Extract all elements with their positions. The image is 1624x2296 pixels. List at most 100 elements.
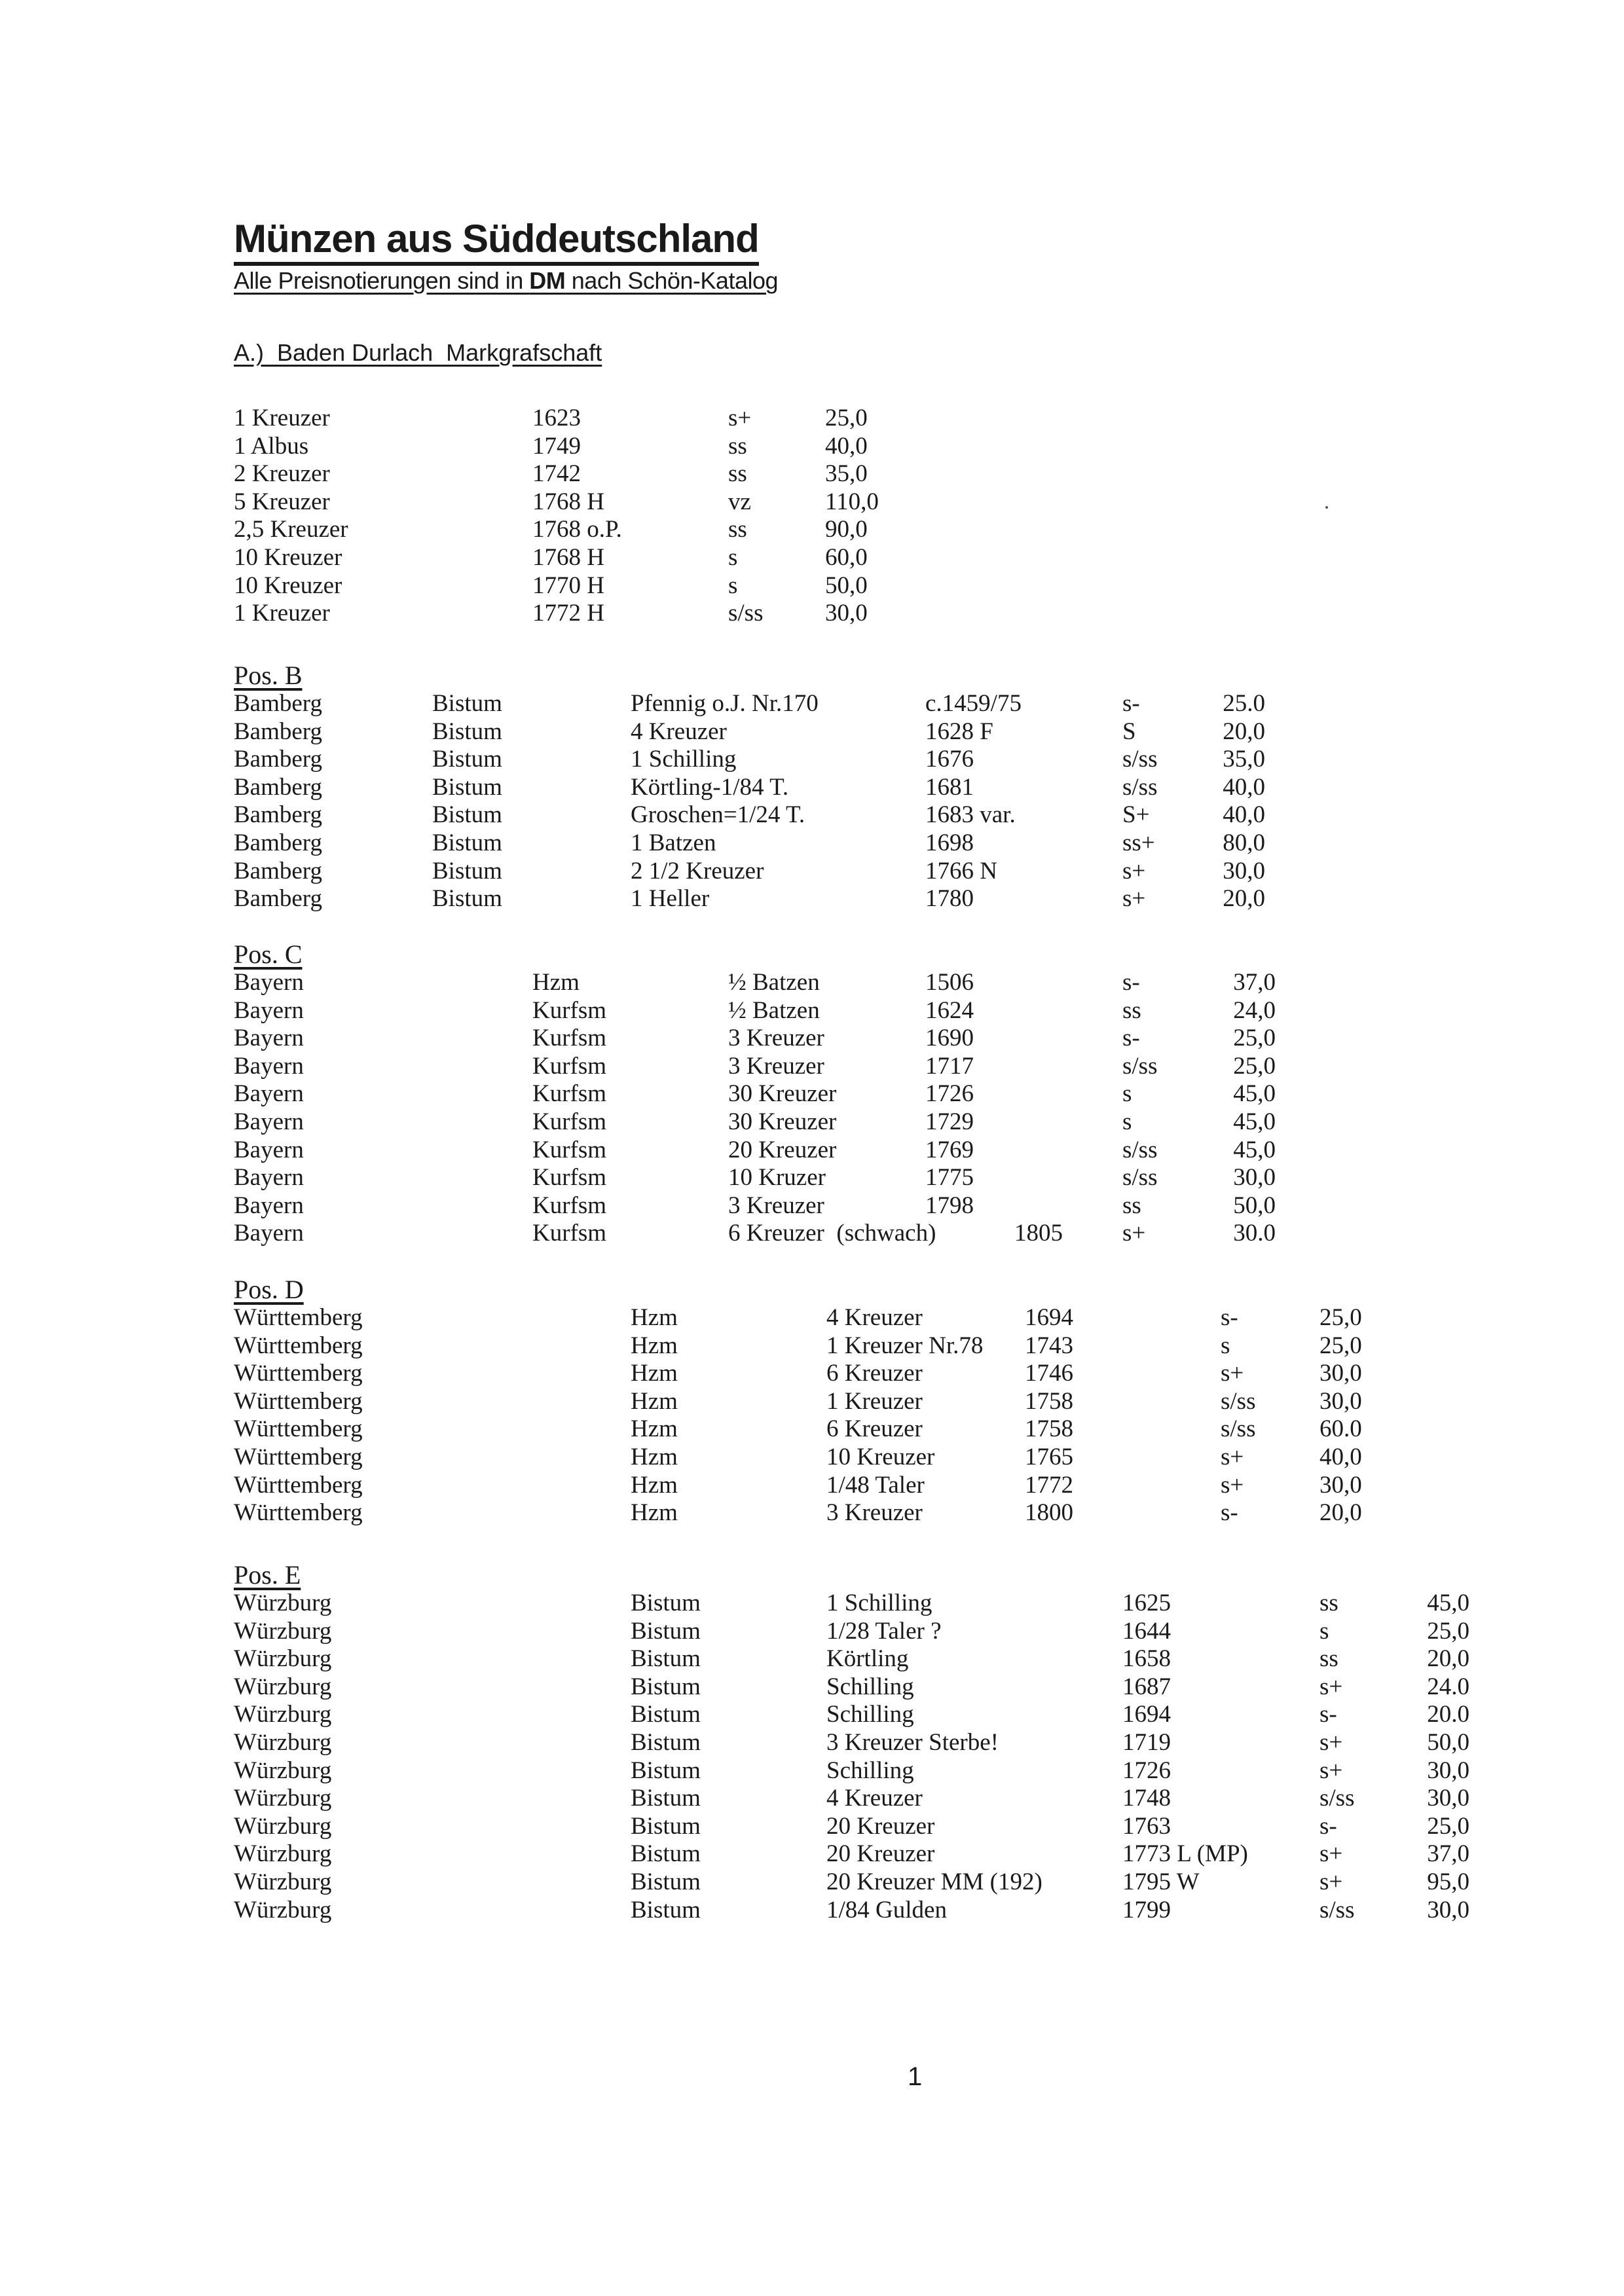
grade-cell: s xyxy=(728,544,738,571)
price-cell: 30,0 xyxy=(1427,1785,1469,1812)
price-cell: 95,0 xyxy=(1427,1868,1469,1895)
year-cell: 1763 xyxy=(1122,1812,1171,1840)
denomination-cell: 3 Kreuzer xyxy=(728,1025,824,1052)
grade-cell: S xyxy=(1122,718,1136,745)
table-row: Würzburg Bistum 1/28 Taler ? 1644 s 25,0 xyxy=(0,1618,1624,1645)
price-cell: 25,0 xyxy=(1233,1052,1276,1080)
denomination-cell: 3 Kreuzer xyxy=(826,1499,923,1527)
table-row: Bayern Kurfsm 20 Kreuzer 1769 s/ss 45,0 xyxy=(0,1137,1624,1164)
type-cell: Bistum xyxy=(432,690,502,717)
table-row: 2,5 Kreuzer 1768 o.P. ss 90,0 xyxy=(0,516,1624,543)
table-row: Württemberg Hzm 1 Kreuzer Nr.78 1743 s 25,0 xyxy=(0,1332,1624,1360)
grade-cell: s/ss xyxy=(1320,1785,1355,1812)
place-cell: Württemberg xyxy=(234,1415,363,1443)
grade-cell: s+ xyxy=(1221,1471,1244,1499)
place-cell: Bayern xyxy=(234,1025,304,1052)
year-cell: 1623 xyxy=(532,405,581,431)
denomination-cell: 30 Kreuzer xyxy=(728,1080,837,1108)
denomination-cell: 20 Kreuzer xyxy=(826,1840,935,1868)
place-cell: Württemberg xyxy=(234,1444,363,1470)
denomination-cell: 20 Kreuzer xyxy=(826,1812,935,1840)
place-cell: Württemberg xyxy=(234,1332,363,1359)
table-row: Würzburg Bistum Schilling 1687 s+ 24.0 xyxy=(0,1673,1624,1701)
price-cell: 20,0 xyxy=(1427,1645,1469,1673)
year-cell: 1780 xyxy=(925,885,974,913)
grade-cell: s xyxy=(1122,1108,1132,1135)
type-cell: Bistum xyxy=(631,1617,701,1645)
grade-cell: s xyxy=(1122,1080,1132,1108)
place-cell: Bayern xyxy=(234,996,304,1024)
denomination-cell: 2 Kreuzer xyxy=(234,460,330,488)
grade-cell: s/ss xyxy=(1122,773,1158,801)
price-cell: 20.0 xyxy=(1427,1701,1469,1728)
year-cell: 1768 H xyxy=(532,488,604,515)
place-cell: Bamberg xyxy=(234,829,322,856)
denomination-cell: 4 Kreuzer xyxy=(826,1304,923,1331)
place-cell: Bayern xyxy=(234,969,304,996)
page-title: Münzen aus Süddeutschland xyxy=(234,217,760,266)
table-row: Bayern Kurfsm ½ Batzen 1624 ss 24,0 xyxy=(0,997,1624,1025)
denomination-cell: 1 Kreuzer Nr.78 xyxy=(826,1332,984,1359)
year-cell: 1694 xyxy=(1122,1701,1171,1728)
grade-cell: ss xyxy=(728,516,747,543)
year-cell: 1644 xyxy=(1122,1617,1171,1645)
denomination-cell: 5 Kreuzer xyxy=(234,488,330,515)
grade-cell: ss xyxy=(1122,1192,1141,1219)
type-cell: Bistum xyxy=(631,1701,701,1728)
price-cell: 30,0 xyxy=(825,600,868,627)
place-cell: Bamberg xyxy=(234,746,322,773)
type-cell: Bistum xyxy=(631,1729,701,1756)
price-cell: 30,0 xyxy=(1427,1757,1469,1784)
price-cell: 25,0 xyxy=(825,405,868,431)
grade-cell: s- xyxy=(1320,1701,1337,1728)
grade-cell: s xyxy=(1320,1617,1329,1645)
table-row: Würzburg Bistum 20 Kreuzer MM (192) 1795 W s… xyxy=(0,1868,1624,1896)
denomination-cell: 1 Kreuzer xyxy=(826,1387,923,1415)
table-row: 1 Kreuzer 1623 s+ 25,0 xyxy=(0,405,1624,432)
type-cell: Bistum xyxy=(432,746,502,773)
year-cell: 1775 xyxy=(925,1164,974,1192)
denomination-cell: Körtling-1/84 T. xyxy=(631,773,789,801)
table-row: Bayern Kurfsm 30 Kreuzer 1726 s 45,0 xyxy=(0,1080,1624,1108)
denomination-cell: Pfennig o.J. Nr.170 xyxy=(631,690,819,717)
table-row: Würzburg Bistum 20 Kreuzer 1763 s- 25,0 xyxy=(0,1813,1624,1840)
denomination-cell: Schilling xyxy=(826,1701,914,1728)
denomination-cell: 6 Kreuzer xyxy=(826,1415,923,1443)
year-cell: 1773 L (MP) xyxy=(1122,1840,1248,1868)
grade-cell: s+ xyxy=(1320,1840,1343,1868)
table-row: Württemberg Hzm 4 Kreuzer 1694 s- 25,0 xyxy=(0,1304,1624,1332)
year-cell: 1694 xyxy=(1025,1304,1073,1331)
place-cell: Würzburg xyxy=(234,1729,332,1756)
table-row: Württemberg Hzm 3 Kreuzer 1800 s- 20,0 xyxy=(0,1499,1624,1527)
type-cell: Kurfsm xyxy=(532,1136,607,1163)
denomination-cell: 1 Batzen xyxy=(631,829,716,856)
grade-cell: s+ xyxy=(1122,857,1146,884)
type-cell: Kurfsm xyxy=(532,1080,607,1108)
year-cell: 1698 xyxy=(925,829,974,856)
place-cell: Württemberg xyxy=(234,1499,363,1527)
denomination-cell: 10 Kreuzer xyxy=(234,544,342,571)
grade-cell: s- xyxy=(1122,1025,1140,1052)
grade-cell: s+ xyxy=(1221,1360,1244,1387)
type-cell: Bistum xyxy=(631,1757,701,1784)
type-cell: Hzm xyxy=(631,1332,678,1359)
denomination-cell: 20 Kreuzer MM (192) xyxy=(826,1868,1043,1895)
place-cell: Bamberg xyxy=(234,690,322,717)
grade-cell: s xyxy=(1221,1332,1230,1359)
type-cell: Bistum xyxy=(432,801,502,829)
subtitle-currency: DM xyxy=(529,267,566,294)
scan-speck xyxy=(1325,506,1328,509)
denomination-cell: Groschen=1/24 T. xyxy=(631,801,805,829)
place-cell: Würzburg xyxy=(234,1701,332,1728)
denomination-cell: 10 Kreuzer xyxy=(234,572,342,599)
year-cell: 1770 H xyxy=(532,572,604,599)
table-row: 10 Kreuzer 1768 H s 60,0 xyxy=(0,544,1624,572)
type-cell: Kurfsm xyxy=(532,1052,607,1080)
table-row: Würzburg Bistum 1 Schilling 1625 ss 45,0 xyxy=(0,1590,1624,1617)
denomination-cell: ½ Batzen xyxy=(728,996,820,1024)
place-cell: Bamberg xyxy=(234,857,322,884)
grade-cell: s- xyxy=(1221,1304,1238,1331)
table-row: Würzburg Bistum Körtling 1658 ss 20,0 xyxy=(0,1645,1624,1673)
grade-cell: s- xyxy=(1122,690,1140,717)
denomination-cell: 1 Kreuzer xyxy=(234,600,330,627)
